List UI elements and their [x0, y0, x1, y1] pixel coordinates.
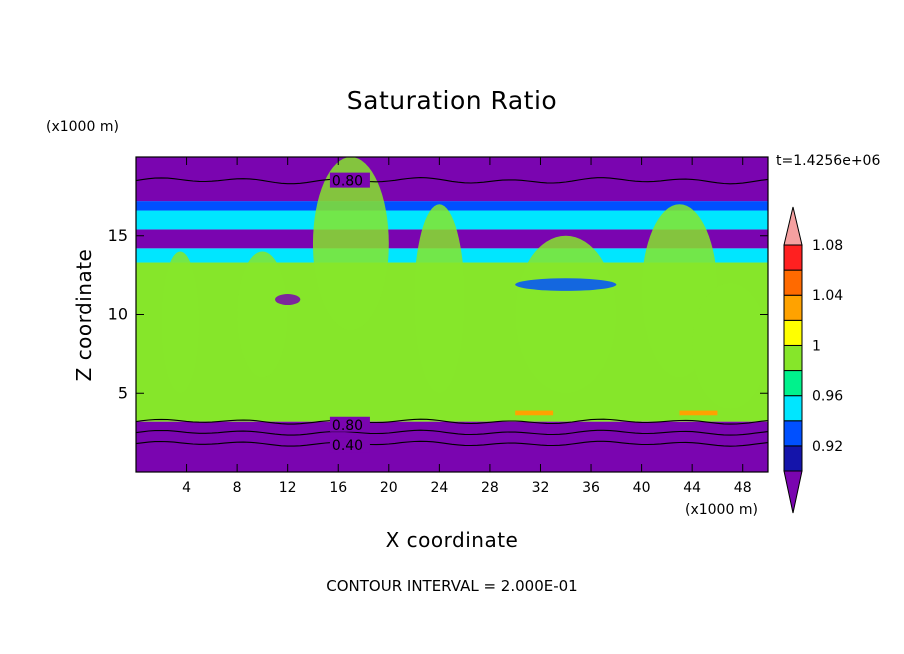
contour-label-bg-1	[329, 416, 370, 432]
colorbar-box-4	[783, 344, 803, 372]
chart-title: Saturation Ratio	[346, 86, 558, 115]
field-patch-7	[275, 294, 301, 306]
contour-line-lower-040	[136, 440, 768, 447]
field-warm-spot-0	[515, 410, 554, 416]
contour-label-1: 0.80	[332, 418, 363, 434]
x-tick-label-11: 48	[734, 480, 752, 496]
contour-label-bg-2	[329, 437, 370, 453]
contour-lines: 0.80 0.80 0.40	[136, 172, 768, 454]
contour-line-lower-060	[136, 429, 768, 436]
x-axis-label: X coordinate	[385, 528, 519, 552]
colorbar-box-8	[783, 244, 803, 271]
y-tick-label-1: 10	[108, 305, 128, 324]
plot-field	[136, 157, 768, 472]
colorbar-label-1: 0.96	[812, 389, 843, 405]
x-tick-label-0: 4	[182, 480, 191, 496]
colorbar-label-4: 1.08	[812, 238, 843, 254]
x-tick-label-3: 16	[329, 480, 347, 496]
x-tick-label-9: 40	[633, 480, 651, 496]
x-tick-label-6: 28	[481, 480, 499, 496]
field-patch-4	[515, 235, 617, 394]
field-patch-6	[692, 283, 768, 409]
y-tick-label-2: 15	[108, 226, 128, 245]
contour-line-lower-080	[136, 418, 768, 425]
contour-label-2: 0.40	[332, 438, 363, 454]
x-tick-label-4: 20	[380, 480, 398, 496]
colorbar-box-5	[783, 319, 803, 346]
field-patch-0	[161, 251, 200, 394]
colorbar-bottom-arrow	[783, 470, 803, 514]
colorbar-box-3	[783, 370, 803, 397]
x-tick-label-2: 12	[279, 480, 297, 496]
x-tick-label-10: 44	[683, 480, 701, 496]
y-tick-label-0: 5	[118, 383, 128, 402]
field-patch-3	[414, 204, 465, 394]
field-band-5	[136, 201, 768, 211]
x-tick-label-1: 8	[233, 480, 242, 496]
colorbar-box-1	[783, 420, 803, 447]
colorbar: 0.92 0.96 1 1.04 1.08	[783, 206, 843, 514]
field-band-0	[136, 421, 768, 472]
time-label: t=1.4256e+06	[776, 153, 881, 169]
field-patch-8	[515, 278, 617, 291]
field-patch-2	[312, 157, 389, 331]
colorbar-label-3: 1.04	[812, 288, 843, 304]
colorbar-box-7	[783, 269, 803, 296]
y-axis-units: (x1000 m)	[46, 119, 119, 135]
colorbar-label-0: 0.92	[812, 439, 843, 455]
x-tick-label-7: 32	[532, 480, 550, 496]
field-patch-1	[237, 251, 288, 378]
field-warm-spot-1	[679, 410, 718, 416]
x-axis-units: (x1000 m)	[685, 502, 758, 518]
colorbar-top-arrow	[783, 206, 803, 246]
colorbar-box-6	[783, 294, 803, 321]
colorbar-label-2: 1	[812, 338, 821, 354]
x-tick-label-5: 24	[430, 480, 448, 496]
colorbar-box-2	[783, 395, 803, 422]
contour-interval-label: CONTOUR INTERVAL = 2.000E-01	[326, 577, 578, 595]
contour-line-upper	[136, 177, 768, 185]
x-tick-label-8: 36	[582, 480, 600, 496]
colorbar-box-0	[783, 445, 803, 472]
contour-label-0: 0.80	[332, 174, 363, 190]
contour-label-bg-0	[329, 172, 370, 188]
